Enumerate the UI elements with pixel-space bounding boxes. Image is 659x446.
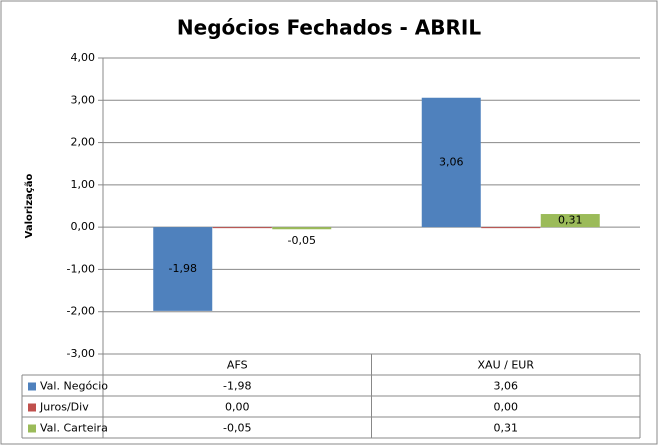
x-tick-label: XAU / EUR	[478, 359, 535, 372]
bar	[153, 227, 213, 311]
table-cell: -0,05	[223, 422, 251, 435]
legend-label: Juros/Div	[39, 401, 89, 414]
legend-label: Val. Carteira	[40, 422, 108, 435]
y-tick-label: 0,00	[71, 220, 96, 233]
bar	[212, 227, 272, 229]
legend-key	[28, 382, 36, 391]
legend-label: Val. Negócio	[40, 380, 108, 393]
y-axis-label: Valorização	[24, 174, 35, 239]
y-tick-label: 3,00	[71, 93, 96, 106]
bar	[272, 227, 332, 230]
x-tick-label: AFS	[227, 359, 248, 372]
bar	[481, 227, 541, 229]
bar	[540, 214, 600, 228]
y-tick-label: 2,00	[71, 136, 96, 149]
legend-key	[28, 403, 36, 412]
y-tick-label: -2,00	[67, 305, 95, 318]
data-label: -0,05	[288, 234, 316, 247]
table-cell: 0,31	[494, 422, 519, 435]
y-tick-label: -1,00	[67, 262, 95, 275]
data-label: 0,31	[558, 214, 583, 227]
y-tick-label: 4,00	[71, 51, 96, 64]
table-cell: 0,00	[494, 401, 519, 414]
table-cell: 3,06	[494, 380, 519, 393]
y-tick-label: 1,00	[71, 178, 96, 191]
table-cell: -1,98	[223, 380, 251, 393]
legend-key	[28, 424, 36, 433]
y-tick-label: -3,00	[67, 347, 95, 360]
bar	[421, 97, 481, 228]
table-cell: 0,00	[225, 401, 250, 414]
data-label: 3,06	[439, 155, 464, 168]
data-label: -1,98	[169, 262, 197, 275]
chart-title: Negócios Fechados - ABRIL	[177, 16, 481, 40]
